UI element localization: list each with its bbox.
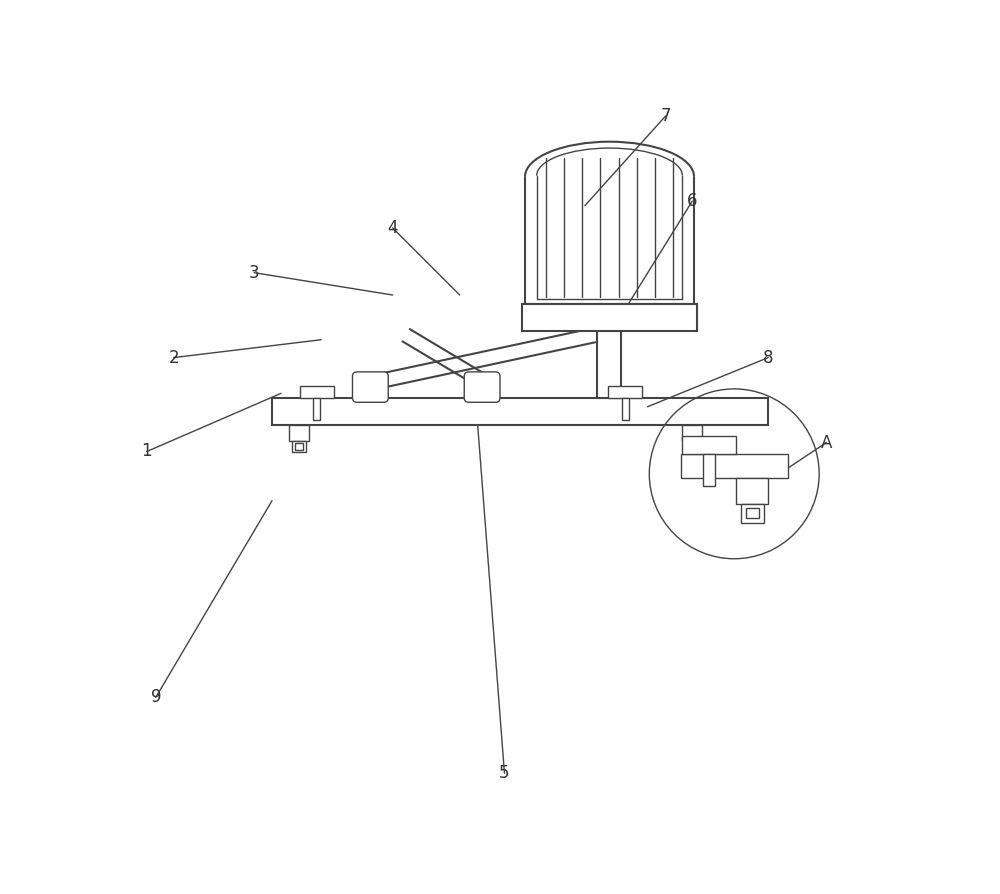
Text: 1: 1: [142, 443, 152, 460]
Bar: [685, 441, 699, 452]
Bar: [741, 504, 764, 523]
Bar: [622, 398, 629, 420]
Text: 9: 9: [151, 688, 161, 706]
Bar: [522, 304, 697, 331]
Bar: [300, 386, 334, 398]
Bar: [313, 398, 320, 420]
Bar: [289, 425, 309, 441]
Text: 8: 8: [763, 349, 773, 367]
Text: 5: 5: [499, 764, 510, 782]
Bar: [688, 443, 696, 450]
Text: A: A: [821, 434, 832, 451]
Bar: [682, 435, 736, 454]
Text: 7: 7: [660, 107, 671, 125]
Bar: [608, 386, 642, 398]
Bar: [703, 454, 715, 485]
Bar: [292, 441, 306, 452]
Bar: [681, 454, 788, 478]
Bar: [736, 478, 768, 504]
Bar: [295, 443, 303, 450]
FancyBboxPatch shape: [352, 372, 388, 402]
FancyBboxPatch shape: [464, 372, 500, 402]
Text: 2: 2: [168, 349, 179, 367]
Bar: [597, 331, 621, 398]
Text: 3: 3: [249, 264, 259, 282]
Bar: [272, 398, 768, 425]
Text: 6: 6: [687, 192, 697, 210]
Bar: [682, 425, 702, 441]
Bar: [746, 509, 759, 519]
Text: 4: 4: [387, 219, 398, 237]
